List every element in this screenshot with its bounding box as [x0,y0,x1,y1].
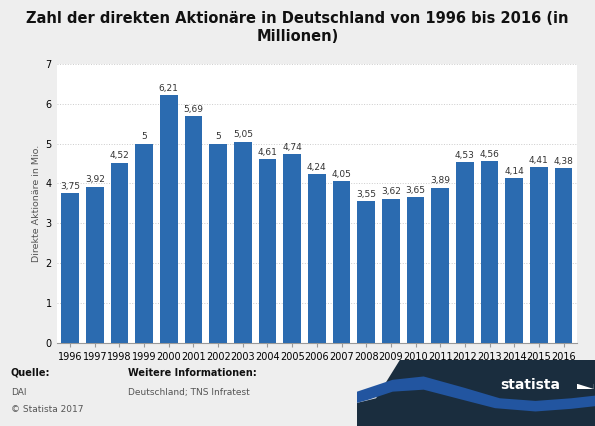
Bar [135,144,153,343]
Text: 4,24: 4,24 [307,163,327,172]
Text: © Statista 2017: © Statista 2017 [11,405,83,414]
Text: Deutschland; TNS Infratest: Deutschland; TNS Infratest [128,388,250,397]
Bar [358,201,375,343]
Text: 3,55: 3,55 [356,190,376,199]
Text: Weitere Informationen:: Weitere Informationen: [128,368,256,378]
Bar [209,144,227,343]
Text: 4,05: 4,05 [331,170,352,179]
Text: 4,53: 4,53 [455,151,475,160]
Text: 6,21: 6,21 [159,84,178,93]
Text: 3,62: 3,62 [381,187,401,196]
Polygon shape [577,384,594,389]
Text: 5,69: 5,69 [183,105,203,114]
Bar [530,167,548,343]
Text: 4,38: 4,38 [553,157,574,166]
Text: 3,75: 3,75 [60,182,80,191]
Text: 4,14: 4,14 [505,167,524,176]
Text: 4,41: 4,41 [529,156,549,165]
Text: 5: 5 [215,132,221,141]
Text: 4,56: 4,56 [480,150,499,159]
Text: Zahl der direkten Aktionäre in Deutschland von 1996 bis 2016 (in
Millionen): Zahl der direkten Aktionäre in Deutschla… [26,11,569,44]
Bar [481,161,499,343]
Bar [160,95,178,343]
Bar [234,141,252,343]
Bar [505,178,523,343]
Bar [406,197,424,343]
Text: 4,74: 4,74 [282,143,302,152]
Bar [111,163,129,343]
Text: statista: statista [501,378,560,392]
Bar [456,162,474,343]
Text: Quelle:: Quelle: [11,368,50,378]
Text: 4,61: 4,61 [258,148,277,157]
Text: DAI: DAI [11,388,26,397]
Text: 3,92: 3,92 [85,175,105,184]
Polygon shape [357,377,595,412]
Bar [382,199,400,343]
Bar [86,187,104,343]
Text: 3,89: 3,89 [430,176,450,185]
Text: 5,05: 5,05 [233,130,253,139]
Y-axis label: Direkte Aktionäre in Mio.: Direkte Aktionäre in Mio. [32,145,41,262]
Bar [259,159,276,343]
Text: 4,52: 4,52 [109,151,129,160]
Text: 3,65: 3,65 [406,186,425,195]
Bar [333,181,350,343]
Text: 5: 5 [141,132,147,141]
Bar [283,154,301,343]
Polygon shape [577,384,594,389]
Polygon shape [357,360,595,426]
Bar [555,168,572,343]
Bar [184,116,202,343]
Bar [61,193,79,343]
Bar [431,188,449,343]
Bar [308,174,325,343]
